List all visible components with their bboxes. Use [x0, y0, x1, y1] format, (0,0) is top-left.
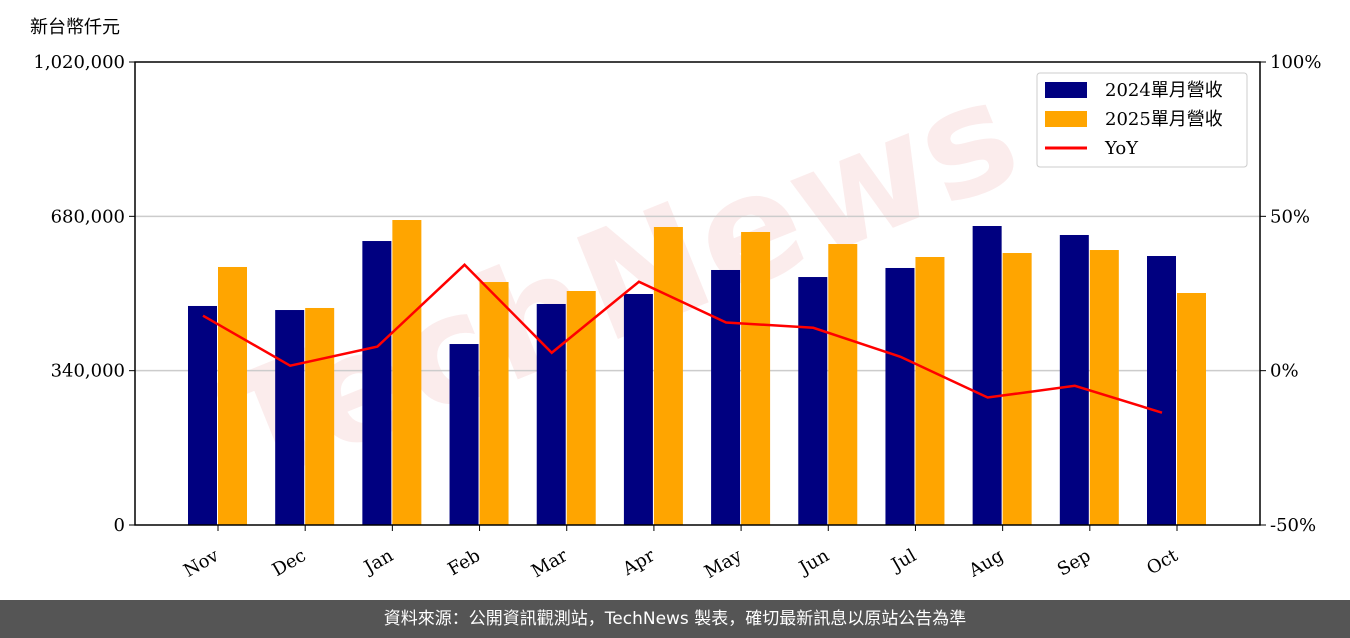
x-tick-label: Sep: [1054, 545, 1094, 580]
x-tick-label: Mar: [528, 545, 572, 582]
bar: [392, 220, 422, 525]
y-tick-label: 680,000: [51, 206, 125, 227]
bar: [362, 241, 392, 525]
x-tick-label: Jul: [886, 545, 920, 577]
bar: [711, 269, 741, 525]
y2-tick-label: 100%: [1270, 52, 1321, 73]
x-tick-label: Oct: [1143, 545, 1182, 580]
x-tick-label: May: [701, 545, 746, 583]
x-tick-label: Aug: [964, 545, 1007, 582]
legend-label: YoY: [1104, 138, 1139, 159]
bar: [1059, 234, 1089, 526]
bar: [449, 344, 479, 525]
y-axis-label: 新台幣仟元: [30, 17, 120, 38]
bar: [275, 310, 305, 525]
bar: [1089, 250, 1119, 525]
y2-tick-label: -50%: [1270, 515, 1316, 536]
legend-swatch: [1045, 82, 1087, 98]
y-tick-label: 340,000: [51, 361, 125, 382]
chart: 新台幣仟元 TechNews 0340,000680,0001,020,000-…: [30, 17, 1321, 583]
legend-box: [1036, 72, 1248, 168]
bar: [305, 307, 335, 525]
bar: [1177, 293, 1206, 525]
bar: [188, 305, 217, 525]
bar: [828, 244, 858, 525]
bar: [536, 303, 566, 525]
bar: [915, 257, 945, 525]
bar: [566, 291, 596, 525]
bar: [1002, 253, 1032, 525]
bar: [885, 267, 915, 525]
bar: [479, 282, 509, 525]
legend-swatch: [1045, 111, 1087, 127]
y2-tick-label: 50%: [1270, 206, 1310, 227]
x-tick-label: Jun: [794, 545, 833, 580]
bar: [623, 293, 653, 525]
plot-frame: [134, 61, 1261, 526]
legend: 2024單月營收 2025單月營收 YoY: [1036, 72, 1248, 168]
bar: [653, 227, 683, 525]
x-tick-label: Nov: [180, 545, 223, 582]
x-tick-label: Jan: [359, 545, 397, 579]
y-tick-label: 1,020,000: [33, 52, 125, 73]
x-tick-label: Apr: [618, 545, 658, 580]
x-tick-label: Dec: [269, 545, 310, 581]
footer: 資料來源：公開資訊觀測站，TechNews 製表，確切最新訊息以原站公告為準: [0, 600, 1350, 638]
bar: [218, 266, 247, 525]
legend-label: 2025單月營收: [1105, 109, 1223, 130]
y-tick-label: 0: [114, 515, 125, 536]
x-tick-label: Feb: [444, 545, 484, 580]
y2-tick-label: 0%: [1270, 361, 1299, 382]
bar: [798, 277, 828, 525]
bar: [741, 231, 771, 525]
legend-label: 2024單月營收: [1105, 80, 1223, 101]
bar: [1147, 256, 1176, 525]
yoy-line: [202, 263, 1163, 414]
bar: [972, 226, 1002, 525]
